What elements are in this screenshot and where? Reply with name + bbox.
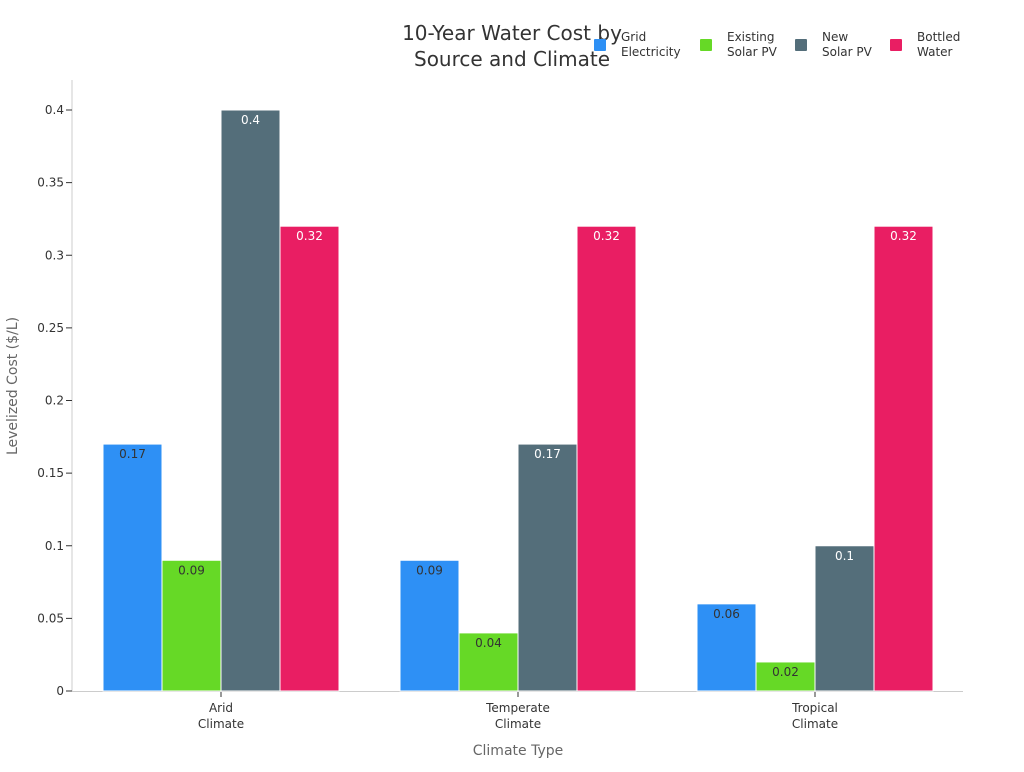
- bars: [102, 109, 934, 692]
- legend-label: Grid Electricity: [621, 30, 681, 59]
- bar: [161, 559, 222, 692]
- legend-swatch: [594, 39, 606, 51]
- y-tick-label: 0: [56, 684, 64, 698]
- legend-item: New Solar PV: [795, 30, 895, 62]
- y-tick-label: 0.2: [45, 394, 64, 408]
- chart-title-line-2: Source and Climate: [414, 47, 610, 71]
- bar-value-label: 0.32: [593, 229, 620, 243]
- y-tick-label: 0.4: [45, 103, 64, 117]
- y-tick-label: 0.25: [37, 321, 64, 335]
- bar: [102, 443, 163, 692]
- x-tick-label: Tropical Climate: [791, 701, 838, 731]
- bar-value-label: 0.17: [119, 447, 146, 461]
- bar-value-label: 0.02: [772, 665, 799, 679]
- bar-value-label: 0.32: [890, 229, 917, 243]
- y-tick-label: 0.15: [37, 466, 64, 480]
- chart-title: 10-Year Water Cost by Source and Climate: [382, 20, 642, 72]
- legend-label: Bottled Water: [917, 30, 961, 59]
- bar-labels: 0.17 0.09 0.06 0.09 0.04 0.02 0.4 0.17 0.1 0.32 0.…: [119, 113, 917, 679]
- bar: [696, 603, 757, 692]
- bar: [755, 661, 816, 692]
- legend-item: Bottled Water: [890, 30, 990, 62]
- legend-label: New Solar PV: [822, 30, 872, 59]
- bar-value-label: 0.32: [296, 229, 323, 243]
- bar-value-label: 0.04: [475, 636, 502, 650]
- legend: Grid Electricity Existing Solar PV New Sol…: [594, 30, 994, 66]
- legend-swatch: [795, 39, 807, 51]
- bar: [576, 225, 637, 692]
- bar: [814, 545, 875, 692]
- bar-value-label: 0.09: [178, 563, 205, 577]
- y-tick-labels: 0 0.05 0.1 0.15 0.2 0.25 0.3 0.35 0.4: [37, 103, 72, 698]
- bar-value-label: 0.17: [534, 447, 561, 461]
- legend-swatch: [890, 39, 902, 51]
- bar-value-label: 0.09: [416, 563, 443, 577]
- legend-swatch: [700, 39, 712, 51]
- bar: [279, 225, 340, 692]
- chart-title-line-1: 10-Year Water Cost by: [402, 21, 622, 45]
- bar: [517, 443, 578, 692]
- x-tick-labels: Arid Climate Temperate Climate Tropical Clima…: [198, 692, 838, 731]
- legend-item: Existing Solar PV: [700, 30, 800, 62]
- bar: [220, 109, 281, 692]
- x-tick-label: Temperate Climate: [485, 701, 550, 731]
- y-tick-label: 0.3: [45, 248, 64, 262]
- y-tick-label: 0.1: [45, 539, 64, 553]
- bar: [399, 559, 460, 692]
- bar-value-label: 0.1: [835, 549, 854, 563]
- legend-label: Existing Solar PV: [727, 30, 777, 59]
- bar: [458, 632, 519, 692]
- bar: [873, 225, 934, 692]
- legend-item: Grid Electricity: [594, 30, 694, 62]
- y-tick-label: 0.05: [37, 611, 64, 625]
- x-tick-label: Arid Climate: [198, 701, 244, 731]
- y-axis-title: Levelized Cost ($/L): [5, 317, 21, 455]
- y-tick-label: 0.35: [37, 176, 64, 190]
- bar-value-label: 0.06: [713, 607, 740, 621]
- bar-value-label: 0.4: [241, 113, 260, 127]
- x-axis-title: Climate Type: [473, 743, 563, 759]
